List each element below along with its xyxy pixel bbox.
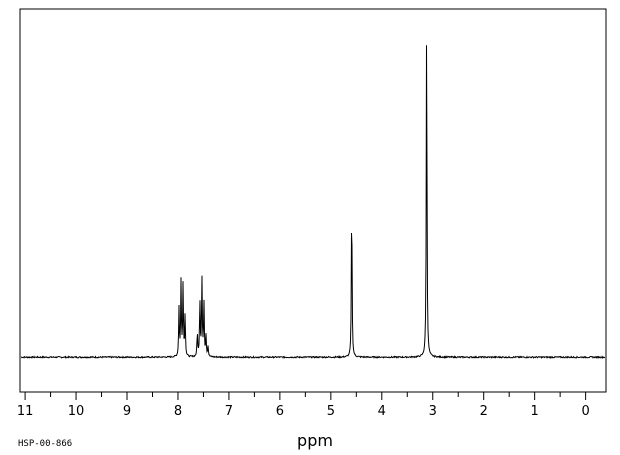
- x-axis-label: ppm: [297, 431, 333, 450]
- x-tick-label: 6: [276, 404, 284, 419]
- x-tick-label: 8: [174, 404, 182, 419]
- x-tick-label: 11: [17, 404, 34, 419]
- x-tick-label: 0: [581, 404, 589, 419]
- x-tick-label: 4: [378, 404, 386, 419]
- x-axis-ticks: [24, 392, 587, 400]
- x-tick-label: 2: [480, 404, 488, 419]
- spectrum-code-label: HSP-00-866: [18, 439, 72, 449]
- x-tick-label: 3: [429, 404, 437, 419]
- x-axis-tick-labels: 11 10 9 8 7 6 5 4 3 2 1 0: [17, 404, 590, 419]
- x-tick-label: 7: [225, 404, 233, 419]
- x-tick-label: 1: [531, 404, 539, 419]
- plot-frame: [19, 8, 607, 393]
- spectrum-line: [20, 45, 606, 360]
- x-tick-label: 10: [68, 404, 85, 419]
- x-tick-label: 9: [123, 404, 131, 419]
- x-tick-label: 5: [327, 404, 335, 419]
